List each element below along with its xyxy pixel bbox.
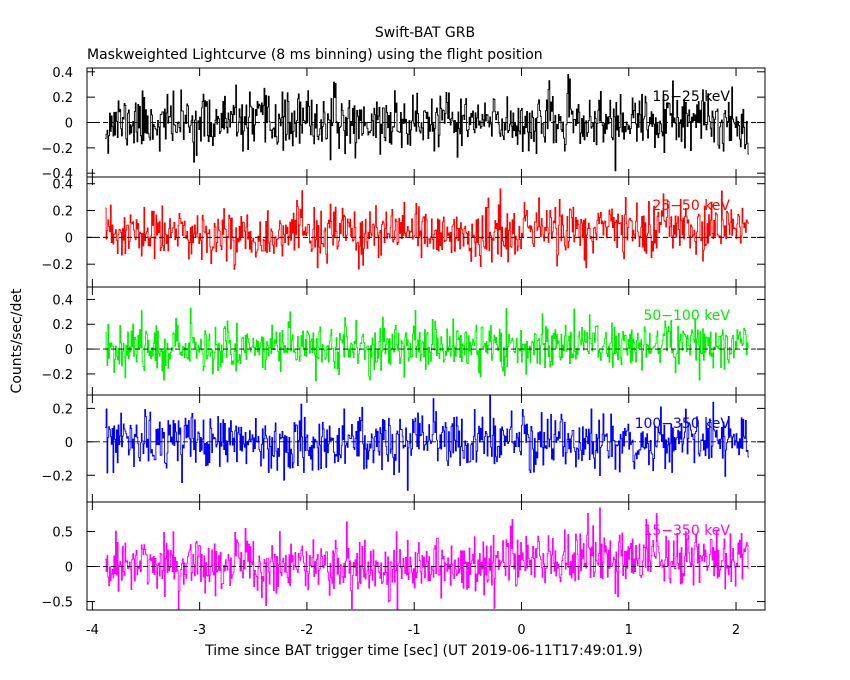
band-label-4: 100−350 keV	[635, 416, 731, 432]
y-tick-label-5: −0.5	[41, 596, 73, 611]
x-tick-label: 2	[732, 623, 740, 638]
y-axis-label: Counts/sec/det	[9, 288, 25, 393]
panel-3: −0.2 0 0.2 0.4 50−100 keV	[41, 286, 766, 396]
series-line-2	[105, 188, 749, 270]
y-tick-label-3: 0	[65, 343, 73, 358]
band-label-1: 15−25 keV	[652, 89, 730, 105]
series-line-3	[105, 307, 749, 382]
series-line-4	[105, 395, 749, 491]
band-label-2: 25−50 keV	[652, 198, 730, 214]
series-line-1	[105, 73, 749, 172]
y-tick-label-4: 0	[65, 436, 73, 451]
series-line-5	[105, 507, 749, 610]
panel-2: −0.2 0 0.2 0.4 25−50 keV	[41, 176, 766, 288]
x-tick-label: -4	[86, 623, 99, 638]
x-axis-label: Time since BAT trigger time [sec] (UT 20…	[204, 643, 643, 659]
band-label-5: 15−350 keV	[643, 523, 730, 539]
y-tick-label-2: 0.2	[52, 205, 73, 220]
chart-subtitle: Maskweighted Lightcurve (8 ms binning) u…	[87, 47, 543, 63]
x-tick-label: 1	[625, 623, 633, 638]
x-tick-labels: -4 -3 -2 -1 0 1 2	[86, 623, 740, 638]
x-tick-label: -2	[300, 623, 313, 638]
y-tick-label-1: 0.2	[52, 91, 73, 106]
y-tick-label-5: 0	[65, 561, 73, 576]
y-tick-label-2: −0.2	[41, 258, 73, 273]
x-tick-label: -3	[193, 623, 206, 638]
band-label-3: 50−100 keV	[643, 308, 730, 324]
panel-frame-4	[86, 394, 766, 503]
y-tick-label-1: 0	[65, 117, 73, 132]
x-tick-label: 0	[517, 623, 525, 638]
x-tick-label: -1	[408, 623, 421, 638]
y-tick-label-1: 0.4	[52, 66, 73, 81]
panel-4: −0.2 0 0.2 100−350 keV	[41, 394, 766, 503]
chart-title: Swift-BAT GRB	[375, 25, 475, 41]
panel-1: −0.4 −0.2 0 0.2 0.4 15−25 keV	[41, 66, 766, 182]
y-tick-label-4: 0.2	[52, 402, 73, 417]
y-tick-label-3: 0.2	[52, 318, 73, 333]
y-tick-label-1: −0.4	[41, 167, 73, 182]
panel-5: −0.5 0 0.5 15−350 keV	[41, 501, 766, 611]
y-tick-label-4: −0.2	[41, 469, 73, 484]
y-tick-label-3: −0.2	[41, 368, 73, 383]
y-tick-label-3: 0.4	[52, 293, 73, 308]
y-tick-label-1: −0.2	[41, 142, 73, 157]
y-tick-label-2: 0.4	[52, 178, 73, 193]
y-tick-label-5: 0.5	[52, 525, 73, 540]
panels-group: −0.4 −0.2 0 0.2 0.4 15−25 keV −0.2 0 0.2 0.4 25−50…	[41, 66, 766, 611]
y-tick-label-2: 0	[65, 231, 73, 246]
panel-frame-5	[86, 501, 766, 611]
